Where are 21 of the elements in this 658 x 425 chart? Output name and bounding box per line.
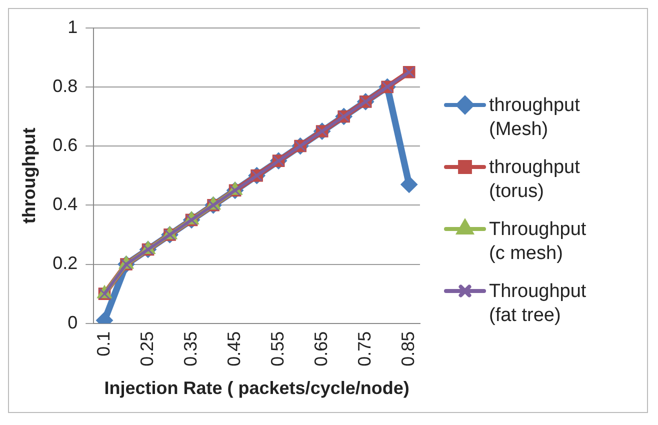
- point: [400, 176, 418, 193]
- x-tick-label: 0.45: [224, 331, 244, 366]
- x-tick-label: 0.25: [136, 331, 157, 366]
- y-axis-title: throughput: [18, 128, 39, 224]
- x-tick-label: 0.65: [311, 331, 332, 366]
- x-axis-title: Injection Rate ( packets/cycle/node): [104, 378, 410, 398]
- y-tick-label: 0.2: [52, 253, 78, 274]
- y-tick-label: 0: [68, 312, 78, 332]
- x-tick-label: 0.35: [180, 331, 200, 366]
- legend-label: throughput (Mesh): [489, 94, 581, 142]
- y-tick-label: 0.4: [52, 194, 78, 214]
- x-tick-label: 0.75: [354, 331, 375, 366]
- x-tick-label: 0.55: [268, 331, 288, 366]
- y-tick-label: 0.8: [52, 76, 78, 96]
- y-tick-label: 0.6: [52, 134, 78, 155]
- x-tick-label: 0.1: [93, 331, 114, 356]
- y-tick-label: 1: [68, 16, 78, 37]
- legend-label: Throughput (c mesh): [489, 218, 588, 266]
- legend-label: throughput (torus): [489, 156, 581, 204]
- x-tick-label: 0.85: [398, 331, 418, 366]
- legend-label: Throughput (fat tree): [489, 280, 588, 328]
